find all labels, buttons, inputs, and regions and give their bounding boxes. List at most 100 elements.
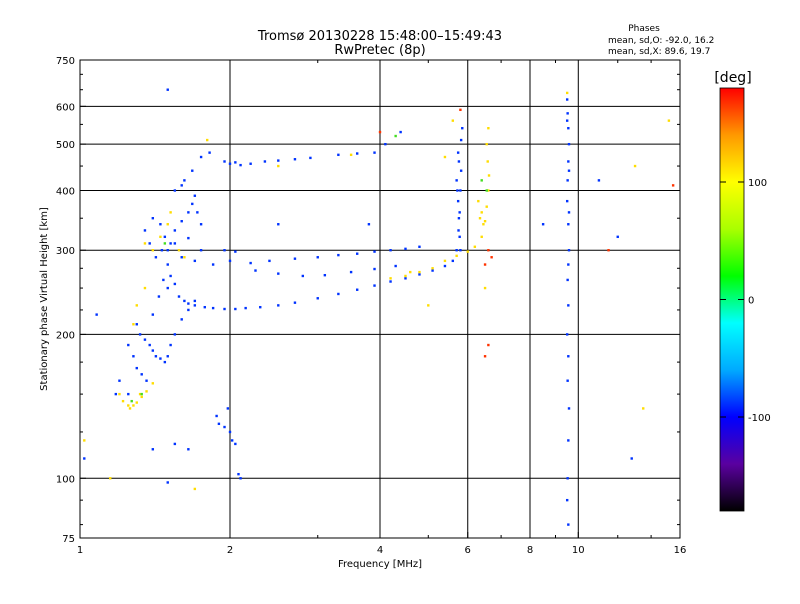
data-point — [223, 160, 226, 163]
data-point — [487, 189, 490, 192]
data-point — [180, 184, 183, 187]
data-point — [143, 229, 147, 232]
x-axis-label: Frequency [MHz] — [338, 559, 422, 570]
data-point — [169, 211, 172, 214]
data-point — [249, 261, 252, 265]
data-point — [151, 448, 155, 451]
data-point — [567, 407, 571, 410]
data-point — [151, 382, 155, 385]
data-point — [567, 249, 571, 252]
data-point — [237, 472, 240, 476]
data-point — [148, 242, 151, 245]
data-point — [443, 264, 447, 268]
data-point — [215, 414, 218, 418]
data-point — [455, 249, 458, 252]
data-point — [567, 263, 570, 266]
data-point — [443, 259, 447, 263]
data-point — [565, 199, 569, 203]
data-point — [409, 270, 412, 274]
data-point — [163, 242, 167, 245]
data-point — [566, 379, 569, 382]
data-point — [483, 355, 487, 358]
data-point — [451, 259, 455, 263]
data-point — [455, 254, 458, 258]
data-point — [567, 211, 571, 214]
data-point — [239, 477, 242, 480]
data-point — [309, 156, 312, 160]
data-point — [456, 199, 460, 203]
data-point — [249, 162, 252, 165]
data-point — [337, 153, 340, 157]
y-tick-label: 500 — [56, 140, 75, 151]
data-point — [480, 211, 483, 214]
data-point — [607, 249, 610, 252]
data-point — [394, 134, 397, 138]
data-point — [389, 280, 392, 283]
data-point — [169, 242, 172, 245]
data-point — [565, 98, 569, 101]
data-point — [205, 138, 209, 142]
data-point — [140, 373, 143, 376]
data-point — [223, 307, 226, 311]
data-point — [128, 407, 132, 410]
y-tick-label: 75 — [62, 534, 75, 545]
data-point — [373, 284, 376, 287]
colorbar-tick-label: 100 — [748, 178, 767, 189]
data-point — [95, 313, 98, 316]
data-point — [166, 88, 169, 91]
data-point — [223, 425, 226, 429]
data-point — [187, 236, 190, 240]
data-point — [486, 160, 489, 163]
data-point — [633, 164, 637, 168]
data-point — [244, 306, 247, 310]
data-point — [642, 407, 645, 410]
data-point — [337, 253, 340, 257]
data-point — [173, 229, 177, 232]
data-point — [443, 155, 447, 159]
data-point — [485, 142, 488, 146]
stats-line-x: mean, sd,X: 89.6, 19.7 — [608, 47, 710, 57]
data-point — [565, 333, 569, 336]
data-point — [487, 174, 491, 177]
data-point — [145, 390, 148, 393]
data-point — [349, 270, 353, 274]
data-point — [567, 355, 570, 358]
data-point — [183, 179, 186, 182]
data-point — [193, 299, 197, 303]
data-point — [127, 404, 130, 407]
data-point — [159, 223, 162, 226]
data-point — [277, 272, 280, 275]
data-point — [316, 297, 319, 300]
data-point — [166, 249, 169, 252]
data-point — [404, 277, 407, 280]
data-point — [159, 357, 162, 360]
data-point — [166, 263, 169, 266]
data-point — [431, 267, 434, 270]
data-point — [490, 256, 493, 259]
data-point — [566, 179, 569, 182]
data-point — [483, 220, 487, 223]
data-point — [169, 274, 172, 278]
data-point — [457, 229, 460, 232]
stats-header: Phases — [628, 24, 660, 34]
data-point — [394, 264, 397, 268]
data-point — [478, 217, 482, 220]
data-point — [199, 249, 203, 252]
data-point — [277, 223, 280, 226]
data-point — [263, 160, 267, 163]
data-point — [567, 169, 571, 172]
data-point — [180, 256, 183, 259]
data-point — [459, 138, 463, 142]
data-point — [223, 249, 226, 252]
data-point — [451, 119, 455, 122]
data-point — [367, 223, 371, 226]
data-point — [187, 302, 190, 305]
data-point — [132, 323, 135, 326]
data-point — [355, 252, 359, 255]
data-point — [157, 295, 161, 298]
data-point — [154, 256, 158, 259]
data-point — [459, 189, 462, 192]
chart-subtitle: RwPretec (8p) — [334, 43, 425, 58]
data-points — [83, 88, 675, 526]
